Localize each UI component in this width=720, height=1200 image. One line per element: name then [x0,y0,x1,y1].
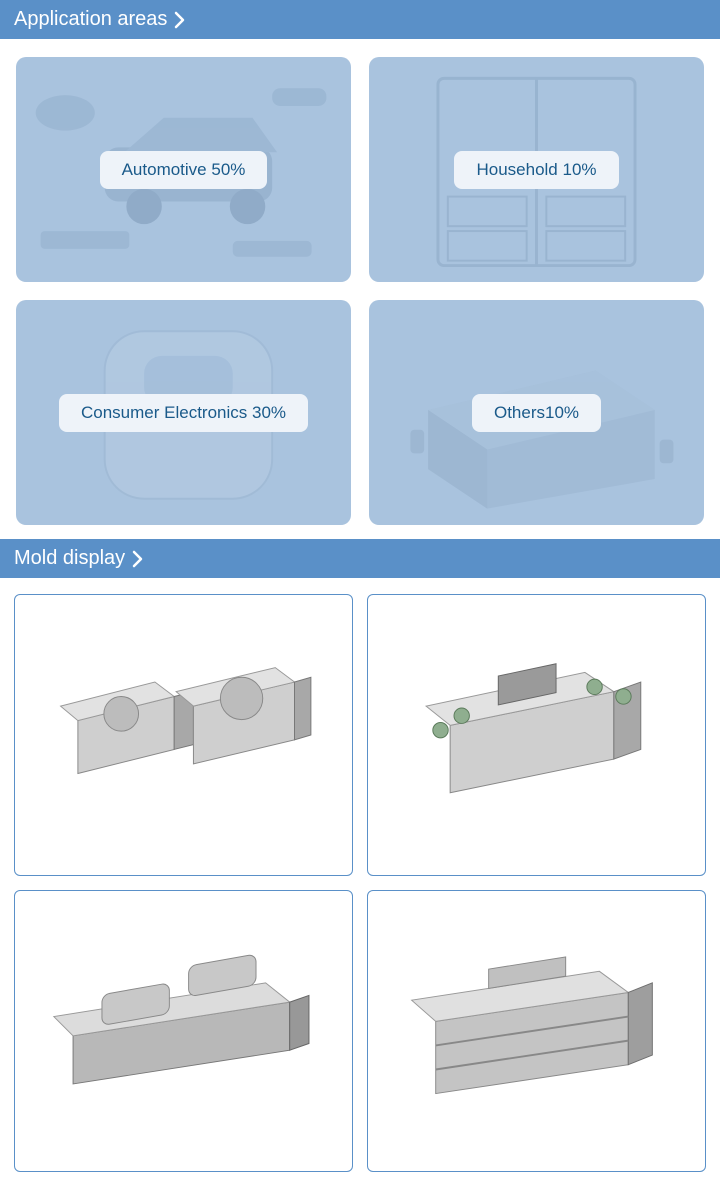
app-label-automotive: Automotive 50% [100,151,268,189]
application-areas-title: Application areas [14,8,167,31]
app-label-others: Others10% [472,394,601,432]
app-card-household[interactable]: Household 10% [369,57,704,282]
mold-image-icon [49,637,319,833]
app-card-automotive[interactable]: Automotive 50% [16,57,351,282]
application-areas-header[interactable]: Application areas [0,0,720,39]
mold-image-icon [402,637,672,833]
mold-display-grid [0,578,720,1188]
mold-card-3[interactable] [14,890,353,1172]
app-label-household: Household 10% [454,151,618,189]
chevron-right-icon [131,550,145,568]
mold-display-header[interactable]: Mold display [0,539,720,578]
app-label-electronics: Consumer Electronics 30% [59,394,308,432]
mold-display-title: Mold display [14,547,125,570]
mold-image-icon [49,933,319,1129]
app-card-others[interactable]: Others10% [369,300,704,525]
app-card-electronics[interactable]: Consumer Electronics 30% [16,300,351,525]
chevron-right-icon [173,11,187,29]
mold-image-icon [402,933,672,1129]
application-areas-grid: Automotive 50% Household 10% Consumer El… [0,39,720,539]
mold-card-1[interactable] [14,594,353,876]
mold-card-4[interactable] [367,890,706,1172]
mold-card-2[interactable] [367,594,706,876]
